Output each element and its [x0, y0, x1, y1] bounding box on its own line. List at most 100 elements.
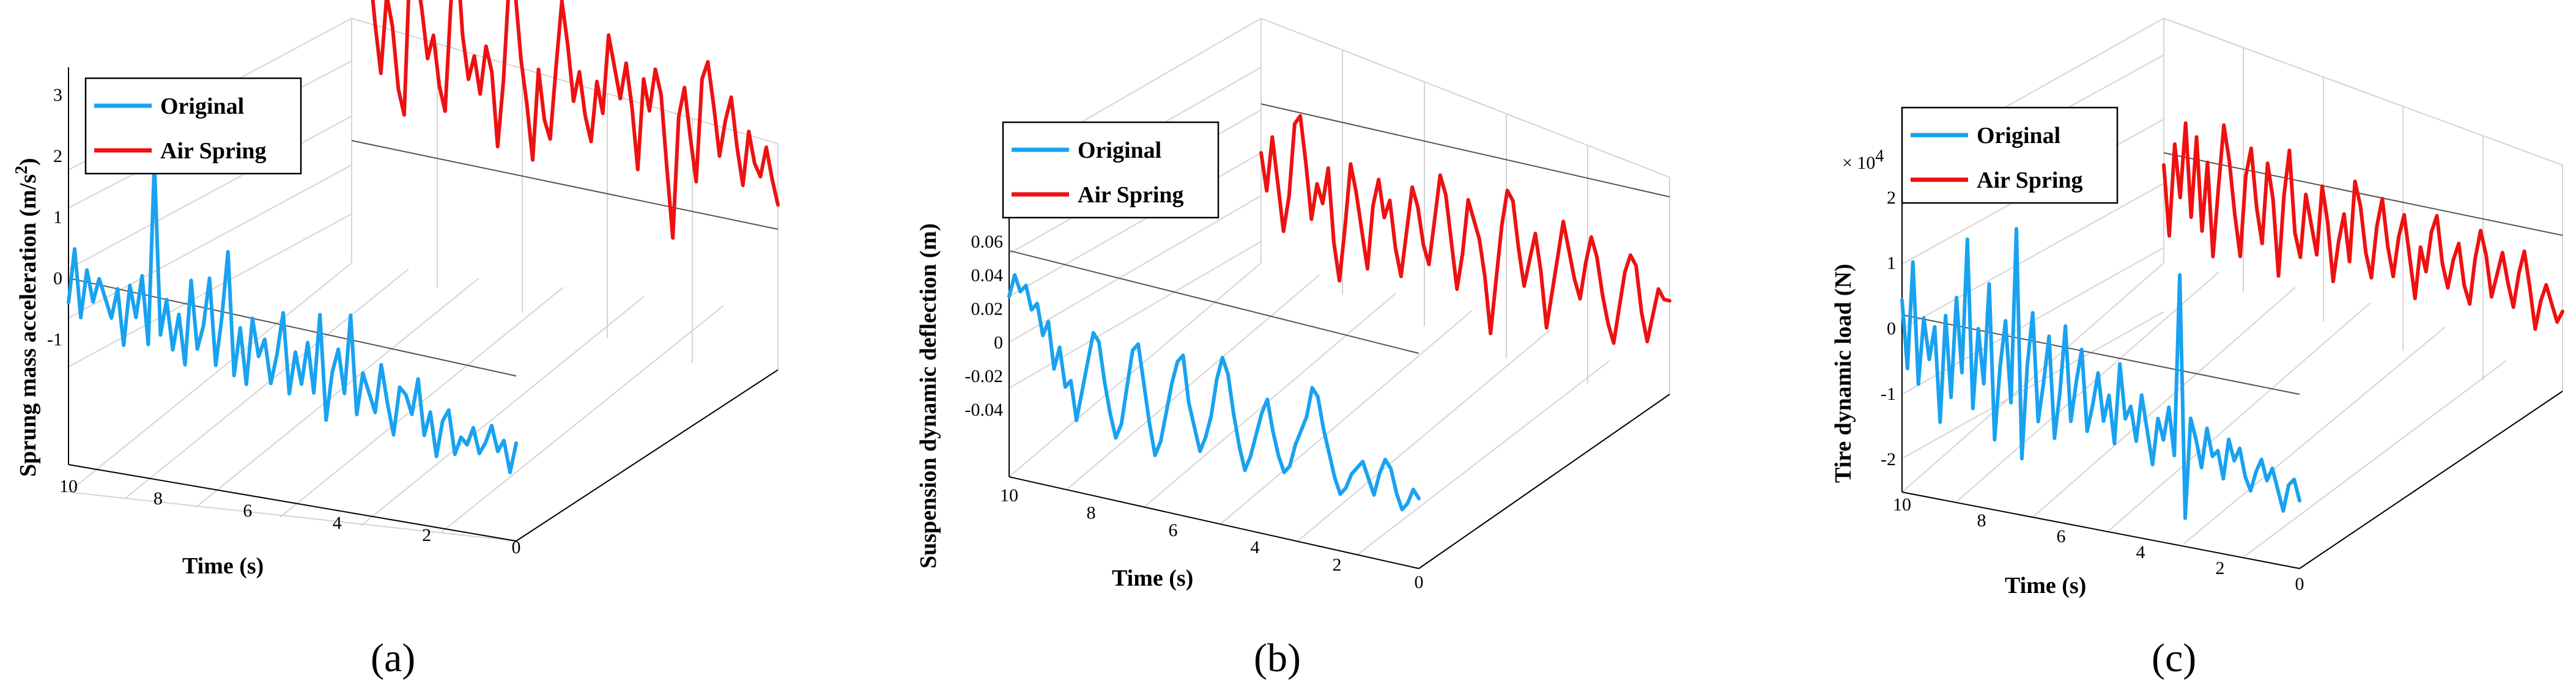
panel-b-legend-box	[1002, 121, 1220, 219]
panel-c-z-tick-label: 1	[1887, 253, 1896, 273]
panel-b-x-tick-label: 2	[1333, 555, 1342, 575]
panel-c-legend-box	[1901, 106, 2119, 204]
panel-b-z-tick-label: -0.02	[965, 366, 1004, 386]
panel-a-legend-original-label: Original	[160, 94, 244, 119]
panel-c-floor-grid-line	[2183, 326, 2446, 545]
panel-a-y-axis	[516, 369, 779, 542]
panel-a-floor-grid-line	[125, 268, 409, 499]
panel-b-zero-plane-line	[1260, 103, 1670, 197]
panel-c-x-tick-label: 6	[2057, 526, 2066, 547]
panel-a-air-spring-line	[371, 0, 780, 240]
panel-c-x-tick-label: 10	[1893, 495, 1911, 515]
panel-c-left-wall-grid-line	[1901, 311, 2164, 459]
panel-c-y-axis	[2299, 391, 2563, 569]
panel-a-legend-box	[84, 77, 302, 175]
panel-b-left-wall-grid-line	[1009, 195, 1262, 343]
panel-c-z-tick-label: -2	[1881, 449, 1896, 469]
panel-c-z-tick-label: 0	[1887, 318, 1896, 339]
panel-b-floor-grid-line	[1067, 274, 1320, 490]
panel-c-floor-grid-line	[2108, 302, 2371, 531]
panel-b-x-tick-label: 4	[1251, 537, 1260, 558]
panel-a-z-tick-label: 1	[53, 207, 62, 227]
panel-a-z-tick-label: 3	[53, 85, 62, 105]
panel-c-x-axis	[1901, 491, 2300, 569]
panel-a-x-tick-label: 6	[243, 501, 252, 521]
panel-c-back-wall-edge	[2163, 18, 2563, 391]
panel-b-z-tick-label: 0.02	[971, 299, 1004, 319]
panel-b-x-axis-label: Time (s)	[1112, 565, 1193, 591]
panel-b-floor-grid-line	[1220, 310, 1473, 525]
panel-b-x-tick-label: 0	[1415, 572, 1424, 592]
panel-b-back-wall-edge	[1260, 18, 1670, 394]
panel-a-legend-air-spring-label: Air Spring	[160, 138, 267, 164]
panel-b-floor-line	[1009, 262, 1262, 477]
panel-c-floor-line	[1901, 262, 2164, 493]
panel-c-air-spring-line	[2162, 121, 2564, 331]
panel-a-caption: (a)	[371, 636, 415, 680]
panel-a-z-ticks: 3 2 1 0 -1	[47, 85, 62, 350]
panel-c-x-tick-label: 0	[2295, 574, 2304, 594]
panel-c-z-ticks: 2 1 0 -1 -2	[1881, 188, 1896, 469]
panel-b-legend-original-label: Original	[1078, 138, 1161, 163]
panel-a-z-tick-label: -1	[47, 329, 62, 350]
panel-c-original-line	[1900, 227, 2301, 520]
panel-c-z-tick-label: -1	[1881, 384, 1896, 404]
panel-a-x-axis-label: Time (s)	[182, 553, 264, 579]
panel-a-floor-grid-line	[360, 296, 645, 526]
panel-a-x-tick-label: 0	[512, 537, 521, 558]
panel-b-x-axis	[1009, 476, 1419, 569]
panel-c-z-tick-label: 2	[1887, 188, 1896, 208]
panel-a-z-tick-label: 2	[53, 146, 62, 166]
panel-a-x-tick-label: 8	[154, 488, 163, 509]
panel-a-z-axis-label-text: Sprung mass acceleration (m/s	[15, 174, 41, 477]
panel-b-z-tick-label: 0	[994, 333, 1003, 353]
panel-b-original-line	[1007, 273, 1421, 512]
panel-b-legend-air-spring-label: Air Spring	[1078, 182, 1184, 208]
panel-a-z-axis-label: Sprung mass acceleration (m/s2)	[12, 158, 41, 477]
panel-a-floor-line	[68, 491, 517, 542]
panel-b-air-spring-line	[1259, 114, 1671, 345]
panel-c-floor-grid-line	[2033, 287, 2296, 517]
panel-c-grid	[1901, 18, 2563, 569]
panel-b-floor-grid-line	[1357, 360, 1610, 555]
panel-a-original-line	[67, 160, 518, 474]
panel-b-y-axis	[1418, 394, 1670, 569]
panel-a-left-wall-grid-line	[68, 116, 352, 270]
panel-c-x-tick-label: 2	[2216, 558, 2225, 578]
panel-c-legend: Original Air Spring	[1901, 106, 2119, 204]
panel-b-legend: Original Air Spring	[1002, 121, 1220, 219]
panel-b-left-wall-grid-line	[1009, 241, 1262, 389]
panel-c-floor-grid-line	[1956, 271, 2219, 502]
panel-a-zero-plane-line	[351, 140, 779, 230]
panel-a-z-tick-label: 0	[53, 268, 62, 289]
panel-a-z-axis-label-sup: 2	[12, 166, 31, 174]
panel-b-floor-grid-line	[1297, 329, 1550, 542]
panel-c-x-axis-label: Time (s)	[2005, 573, 2086, 598]
panel-a-x-tick-label: 4	[333, 513, 342, 533]
panel-a-z-axis-label-end: )	[15, 158, 41, 166]
panel-a-floor-grid-line	[195, 278, 479, 508]
panel-b-z-tick-label: -0.04	[965, 400, 1004, 420]
panel-a-floor-line	[68, 262, 352, 493]
panel-c-z-axis-label: Tire dynamic load (N)	[1830, 263, 1856, 483]
panel-b-x-tick-label: 10	[1000, 485, 1018, 506]
panel-c-x-ticks: 10 8 6 4 2 0	[1893, 495, 2304, 594]
panel-c-legend-original-label: Original	[1977, 123, 2060, 149]
panel-c-left-wall-grid-line	[1901, 183, 2164, 329]
panel-c-exponent-label: × 104	[1842, 147, 1884, 173]
panel-c-exponent-text: × 10	[1842, 153, 1875, 173]
panel-a-back-wall-edge	[351, 18, 779, 370]
panel-b-z-ticks: 0.06 0.04 0.02 0 -0.02 -0.04	[965, 232, 1004, 420]
panel-b-z-tick-label: 0.04	[971, 265, 1004, 285]
panel-c-caption: (c)	[2152, 636, 2196, 680]
panel-b-z-axis-label: Suspension dynamic deflection (m)	[916, 223, 941, 569]
panel-c-floor-grid-line	[2244, 360, 2507, 557]
panel-c-legend-air-spring-label: Air Spring	[1977, 167, 2083, 193]
panel-b-z-tick-label: 0.06	[971, 232, 1004, 252]
panel-b-floor-grid-line	[1143, 293, 1396, 508]
panel-a-x-axis	[68, 464, 517, 542]
panel-a-x-tick-label: 10	[59, 476, 78, 496]
